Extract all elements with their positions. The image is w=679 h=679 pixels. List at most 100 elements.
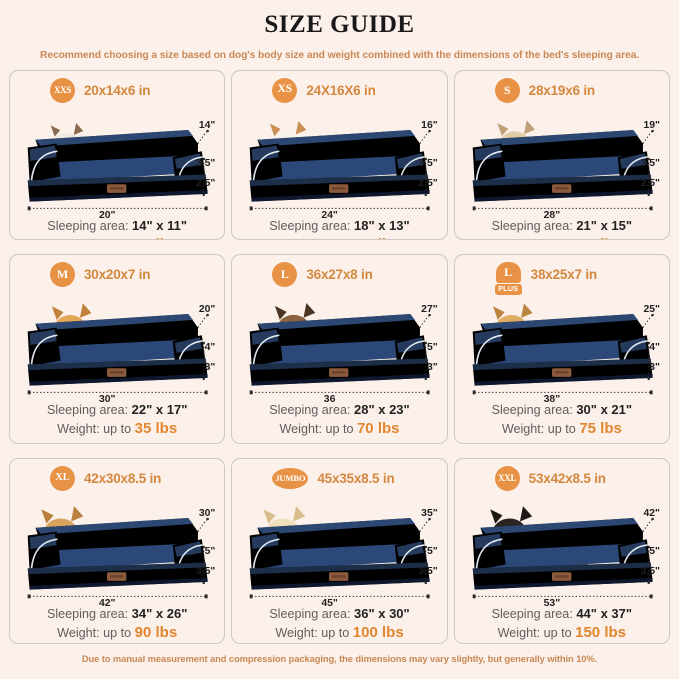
depth-guide xyxy=(197,130,208,144)
page-title: SIZE GUIDE xyxy=(264,11,415,38)
bed-illustration-wrap: 30" 5" 3.5" 42" xyxy=(18,489,216,609)
weight-prefix: Weight: xyxy=(57,238,99,239)
sleeping-area-value: 22" x 17" xyxy=(131,402,188,418)
bed-illustration xyxy=(472,120,653,202)
sleeping-area-prefix: Sleeping area: xyxy=(491,607,573,622)
bed-illustration-wrap: 25" 4" 3" 38" xyxy=(463,285,661,405)
depth-guide xyxy=(419,314,431,328)
weight-mid: up to xyxy=(325,238,353,239)
dimensions-label: 36x27x8 in xyxy=(306,266,373,282)
weight-line: Weight: up to 75 lbs xyxy=(463,419,661,439)
size-card[interactable]: XXS 20x14x6 in xyxy=(9,70,226,240)
sleeping-area-prefix: Sleeping area: xyxy=(46,607,129,622)
dimensions-label: 28x19x6 in xyxy=(528,82,596,98)
sleeping-area-prefix: Sleeping area: xyxy=(269,403,351,418)
bed-cushion xyxy=(485,155,645,183)
weight-value: 25 lbs xyxy=(579,236,622,239)
weight-line: Weight: up to 90 lbs xyxy=(18,623,216,643)
weight-value: 150 lbs xyxy=(575,623,626,641)
sleeping-area-value: 21" x 15" xyxy=(576,218,633,234)
depth-guide xyxy=(197,518,208,532)
weight-value: 100 lbs xyxy=(352,623,404,641)
size-card-header: XS 24X16X6 in xyxy=(240,77,438,103)
piping-left-icon xyxy=(30,334,58,366)
depth-guide xyxy=(197,314,208,328)
sleeping-area-prefix: Sleeping area: xyxy=(47,219,129,234)
weight-value: 10 lbs xyxy=(135,236,178,239)
weight-prefix: Weight: xyxy=(501,421,545,436)
sleeping-area-value: 30" x 21" xyxy=(576,402,633,418)
size-card-specs: Sleeping area: 36" x 30" Weight: up to 1… xyxy=(240,605,438,643)
size-card[interactable]: L 36x27x8 in xyxy=(231,254,448,444)
size-card[interactable]: S 28x19x6 in xyxy=(453,70,670,240)
dimension-overlay xyxy=(250,313,432,395)
size-card-specs: Sleeping area: 18" x 13" Weight: up to 1… xyxy=(240,217,438,239)
weight-line: Weight: up to 10 lbs xyxy=(18,235,216,239)
bed-illustration-wrap: 42" 5" 3.5" 53" xyxy=(463,489,661,609)
dimension-overlay xyxy=(27,517,209,599)
size-badge-label: XS xyxy=(277,83,293,96)
depth-guide xyxy=(642,130,653,144)
weight-prefix: Weight: xyxy=(279,238,321,239)
weight-line: Weight: up to 35 lbs xyxy=(18,419,216,439)
weight-line: Weight: up to 25 lbs xyxy=(463,235,661,239)
weight-prefix: Weight: xyxy=(275,625,318,640)
dimension-overlay xyxy=(472,129,654,211)
dimension-overlay xyxy=(250,517,432,599)
weight-value: 75 lbs xyxy=(579,419,622,437)
size-badge-label: XXL xyxy=(498,472,517,483)
depth-guide xyxy=(419,130,431,144)
size-card[interactable]: L PLUS 38x25x7 in xyxy=(453,254,670,444)
size-badge: S xyxy=(494,77,520,103)
sleeping-area-value: 28" x 23" xyxy=(354,402,410,418)
sleeping-area-value: 14" x 11" xyxy=(132,218,188,234)
sleeping-area-prefix: Sleeping area: xyxy=(46,403,129,418)
dimensions-label: 30x20x7 in xyxy=(84,266,151,282)
size-card[interactable]: M 30x20x7 in xyxy=(9,254,226,444)
bed-illustration-wrap: 14" 3.5" 2.5" 20" xyxy=(18,101,216,221)
piping-left-icon xyxy=(475,150,503,182)
size-badge: M xyxy=(50,261,75,287)
size-card-header: L 36x27x8 in xyxy=(240,261,438,287)
size-badge-label: XL xyxy=(55,471,70,483)
size-card[interactable]: XS 24X16X6 in xyxy=(231,70,448,240)
size-card-grid: XXS 20x14x6 in xyxy=(9,70,670,644)
bed-cushion xyxy=(41,155,200,183)
size-badge-label: XXS xyxy=(53,84,72,95)
bed-cushion xyxy=(263,339,423,367)
size-card-specs: Sleeping area: 14" x 11" Weight: up to 1… xyxy=(18,217,216,239)
sleeping-area-value: 34" x 26" xyxy=(131,606,188,622)
size-card[interactable]: JUMBO 45x35x8.5 in xyxy=(231,458,448,644)
bed-cushion xyxy=(263,155,423,183)
weight-value: 70 lbs xyxy=(356,419,400,437)
weight-value: 90 lbs xyxy=(134,623,178,641)
dimension-overlay xyxy=(27,129,209,211)
size-badge: XL xyxy=(50,465,75,491)
bed-illustration-wrap: 19" 3.5" 2.5" 28" xyxy=(463,101,661,221)
size-card[interactable]: XXL 53x42x8.5 in xyxy=(453,458,670,644)
size-card-specs: Sleeping area: 34" x 26" Weight: up to 9… xyxy=(18,605,216,643)
dimensions-label: 24X16X6 in xyxy=(306,82,376,98)
weight-mid: up to xyxy=(543,625,572,640)
sleeping-area-line: Sleeping area: 34" x 26" xyxy=(18,605,216,623)
sleeping-area-line: Sleeping area: 21" x 15" xyxy=(463,217,661,235)
size-card-header: XL 42x30x8.5 in xyxy=(18,465,216,491)
weight-prefix: Weight: xyxy=(279,421,322,436)
weight-prefix: Weight: xyxy=(57,625,100,640)
depth-guide xyxy=(642,518,653,532)
weight-mid: up to xyxy=(103,238,131,239)
size-card[interactable]: XL 42x30x8.5 in xyxy=(9,458,226,644)
sleeping-area-line: Sleeping area: 28" x 23" xyxy=(240,401,438,419)
depth-guide xyxy=(419,518,431,532)
bed-illustration-wrap: 16" 3.5" 2.5" 24" xyxy=(240,101,438,221)
sleeping-area-line: Sleeping area: 22" x 17" xyxy=(18,401,216,419)
size-card-header: L PLUS 38x25x7 in xyxy=(463,261,661,295)
bed-illustration xyxy=(250,121,430,202)
depth-guide xyxy=(642,314,653,328)
dimensions-label: 20x14x6 in xyxy=(84,82,151,98)
weight-prefix: Weight: xyxy=(57,421,100,436)
weight-line: Weight: up to 100 lbs xyxy=(240,623,438,643)
size-badge: L PLUS xyxy=(494,261,522,295)
piping-left-icon xyxy=(30,150,58,182)
bed-illustration-wrap: 35" 5" 3.5" 45" xyxy=(240,489,438,609)
